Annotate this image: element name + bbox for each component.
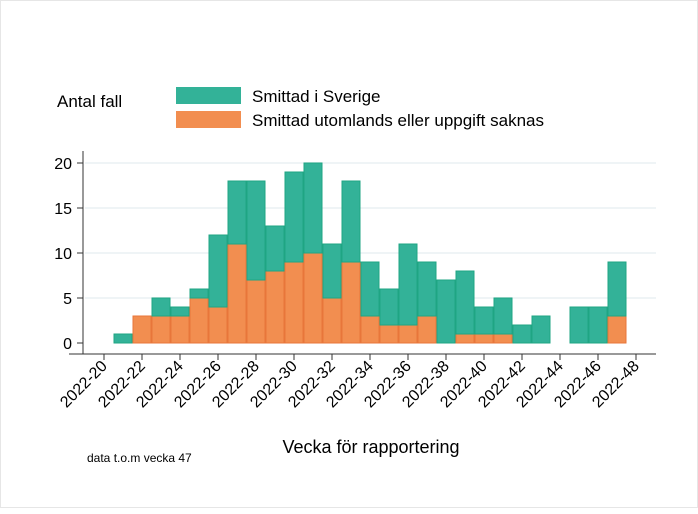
- y-tick-label: 20: [54, 156, 72, 173]
- bar-sverige: [360, 261, 380, 317]
- bar-sverige: [512, 324, 532, 344]
- bar-sverige: [322, 243, 342, 299]
- bar-utomlands: [303, 252, 323, 344]
- bar-utomlands: [474, 333, 494, 344]
- legend-swatch: [176, 87, 241, 104]
- bar-utomlands: [151, 315, 171, 344]
- bar-utomlands: [246, 279, 266, 344]
- bar-sverige: [170, 306, 190, 317]
- bar-sverige: [113, 333, 133, 344]
- legend-label: Smittad utomlands eller uppgift saknas: [252, 111, 544, 130]
- bar-utomlands: [170, 315, 190, 344]
- bar-utomlands: [322, 297, 342, 344]
- bar-sverige: [189, 288, 209, 299]
- bar-utomlands: [341, 261, 361, 344]
- bar-utomlands: [189, 297, 209, 344]
- bar-utomlands: [455, 333, 475, 344]
- bar-sverige: [379, 288, 399, 326]
- y-tick-label: 10: [54, 246, 72, 263]
- bar-sverige: [493, 297, 513, 335]
- bar-sverige: [341, 180, 361, 263]
- bar-sverige: [398, 243, 418, 326]
- bar-utomlands: [284, 261, 304, 344]
- bar-sverige: [607, 261, 627, 317]
- bar-sverige: [569, 306, 589, 344]
- bar-utomlands: [607, 315, 627, 344]
- bar-sverige: [417, 261, 437, 317]
- bar-utomlands: [379, 324, 399, 344]
- legend-swatch: [176, 111, 241, 128]
- x-axis-label: Vecka för rapportering: [282, 437, 459, 457]
- bar-utomlands: [265, 270, 285, 344]
- bar-sverige: [474, 306, 494, 335]
- y-tick-label: 15: [54, 201, 72, 218]
- y-tick-label: 0: [63, 336, 72, 353]
- bar-sverige: [227, 180, 247, 245]
- bar-utomlands: [227, 243, 247, 344]
- data-note: data t.o.m vecka 47: [87, 451, 192, 465]
- bar-utomlands: [398, 324, 418, 344]
- bar-sverige: [588, 306, 608, 344]
- bar-utomlands: [360, 315, 380, 344]
- bar-utomlands: [493, 333, 513, 344]
- bar-sverige: [303, 162, 323, 254]
- bar-sverige: [531, 315, 551, 344]
- bar-sverige: [246, 180, 266, 281]
- legend-label: Smittad i Sverige: [252, 87, 381, 106]
- bar-sverige: [284, 171, 304, 263]
- bar-utomlands: [132, 315, 152, 344]
- bar-sverige: [436, 279, 456, 344]
- y-tick-label: 5: [63, 291, 72, 308]
- bar-sverige: [151, 297, 171, 317]
- bar-utomlands: [208, 306, 228, 344]
- bar-sverige: [265, 225, 285, 272]
- bar-sverige: [208, 234, 228, 308]
- y-axis-label: Antal fall: [57, 92, 122, 111]
- bar-sverige: [455, 270, 475, 335]
- bar-utomlands: [417, 315, 437, 344]
